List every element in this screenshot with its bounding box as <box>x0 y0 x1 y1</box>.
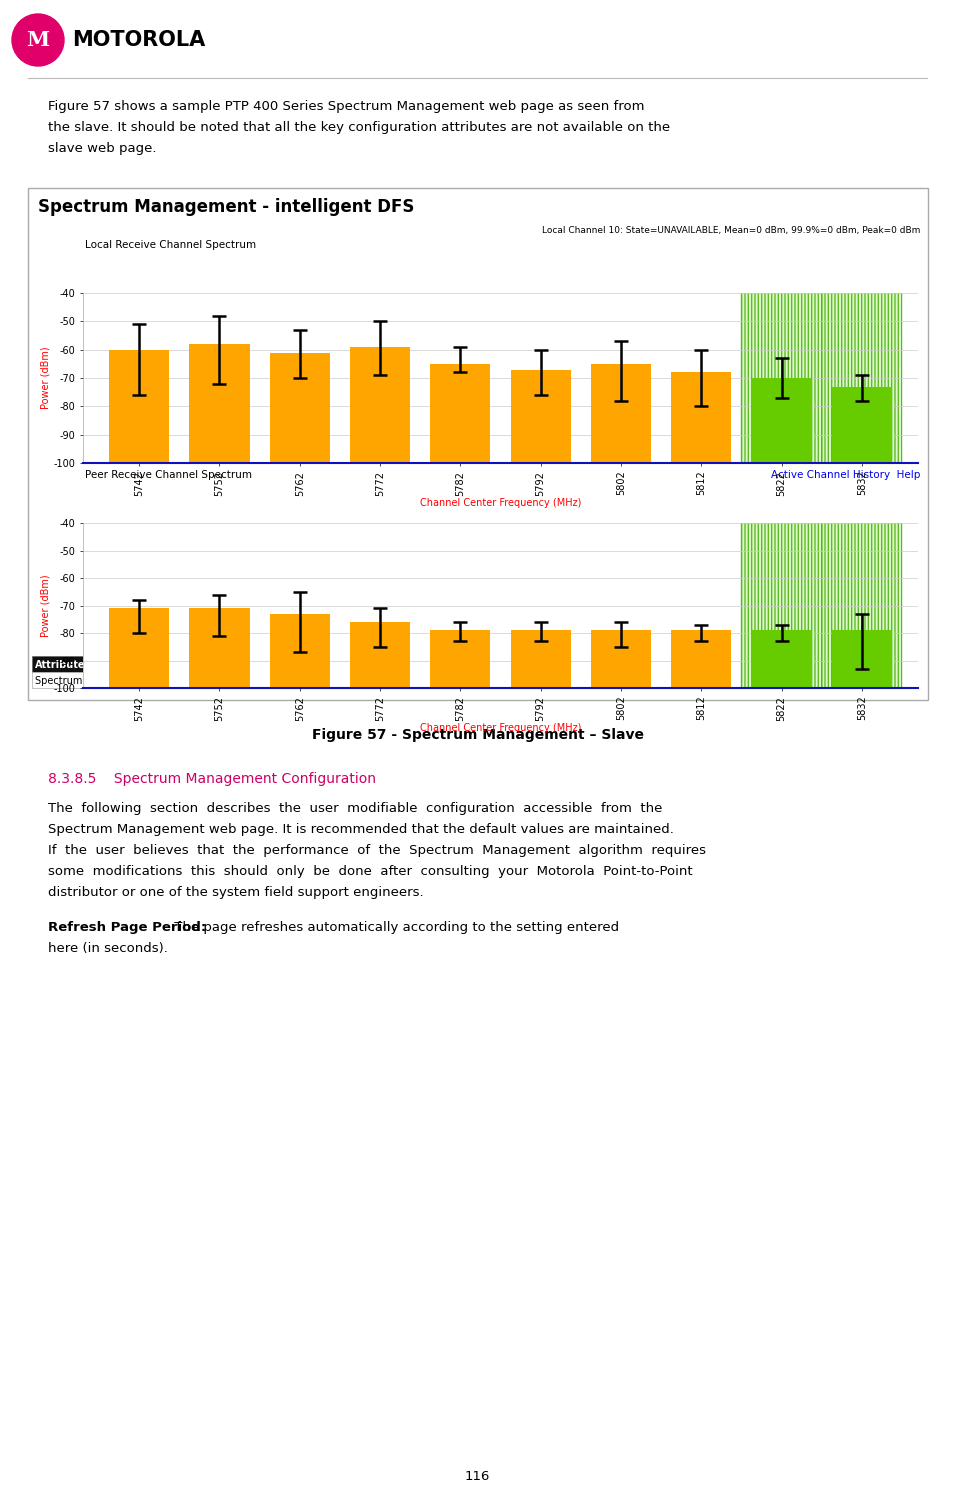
Bar <box>821 293 902 463</box>
Bar <box>821 293 902 463</box>
Bar <box>741 523 821 689</box>
Bar <box>591 365 651 463</box>
Text: here (in seconds).: here (in seconds). <box>48 943 168 955</box>
Bar <box>260 672 312 689</box>
Text: If  the  user  believes  that  the  performance  of  the  Spectrum  Management  : If the user believes that the performanc… <box>48 844 706 858</box>
Text: Local Receive Channel Spectrum: Local Receive Channel Spectrum <box>85 241 256 249</box>
Text: Local Channel 10: State=UNAVAILABLE, Mean=0 dBm, 99.9%=0 dBm, Peak=0 dBm: Local Channel 10: State=UNAVAILABLE, Mea… <box>541 226 920 235</box>
Text: Units: Units <box>564 660 593 669</box>
Bar <box>350 347 411 463</box>
Bar <box>189 608 249 689</box>
Bar <box>511 630 571 689</box>
Bar <box>516 672 576 687</box>
Bar <box>431 630 491 689</box>
Text: Active Channel History  Help: Active Channel History Help <box>771 471 920 480</box>
Text: Spectrum Management Page Refresh Period: Spectrum Management Page Refresh Period <box>35 675 250 686</box>
Bar <box>109 350 169 463</box>
Bar <box>671 630 732 689</box>
Bar <box>741 293 821 463</box>
Bar <box>28 188 928 701</box>
X-axis label: Channel Center Frequency (MHz): Channel Center Frequency (MHz) <box>420 723 582 734</box>
Text: M: M <box>27 30 50 49</box>
Bar <box>511 369 571 463</box>
Text: some  modifications  this  should  only  be  done  after  consulting  your  Moto: some modifications this should only be d… <box>48 865 692 878</box>
Bar <box>741 293 821 463</box>
Text: Figure 57 - Spectrum Management – Slave: Figure 57 - Spectrum Management – Slave <box>311 728 644 743</box>
Text: distributor or one of the system field support engineers.: distributor or one of the system field s… <box>48 886 424 899</box>
Bar <box>741 523 821 689</box>
Bar <box>269 614 329 689</box>
Text: Seconds: Seconds <box>315 675 356 686</box>
Text: Peer Receive Channel Spectrum: Peer Receive Channel Spectrum <box>85 471 252 480</box>
Bar <box>377 672 510 687</box>
Bar <box>189 344 249 463</box>
Text: 8.3.8.5    Spectrum Management Configuration: 8.3.8.5 Spectrum Management Configuratio… <box>48 772 376 786</box>
Text: slave web page.: slave web page. <box>48 142 157 155</box>
Bar <box>312 656 364 672</box>
Text: Refresh Page Period:: Refresh Page Period: <box>48 920 206 934</box>
Text: Value: Value <box>514 660 544 669</box>
Bar <box>821 523 902 689</box>
Bar <box>260 656 312 672</box>
Bar <box>561 656 611 672</box>
Bar <box>511 656 561 672</box>
Bar <box>312 672 364 689</box>
Y-axis label: Power (dBm): Power (dBm) <box>41 574 51 636</box>
Text: Spectrum Management - intelligent DFS: Spectrum Management - intelligent DFS <box>38 199 414 217</box>
Bar <box>591 630 651 689</box>
Text: MOTOROLA: MOTOROLA <box>72 30 205 49</box>
Text: Reset form: Reset form <box>521 677 571 686</box>
Bar <box>752 378 812 463</box>
Text: the slave. It should be noted that all the key configuration attributes are not : the slave. It should be noted that all t… <box>48 121 670 134</box>
Text: The  following  section  describes  the  user  modifiable  configuration  access: The following section describes the user… <box>48 802 663 816</box>
Text: Value: Value <box>263 660 293 669</box>
Text: Figure 57 shows a sample PTP 400 Series Spectrum Management web page as seen fro: Figure 57 shows a sample PTP 400 Series … <box>48 100 645 114</box>
Bar <box>350 622 411 689</box>
Bar <box>431 365 491 463</box>
Bar <box>32 672 260 689</box>
X-axis label: Channel Center Frequency (MHz): Channel Center Frequency (MHz) <box>420 499 582 508</box>
Bar <box>109 608 169 689</box>
Text: Attributes: Attributes <box>379 660 435 669</box>
Bar <box>821 523 902 689</box>
Bar <box>376 656 511 672</box>
Bar <box>671 372 732 463</box>
Bar <box>832 387 892 463</box>
Text: Units: Units <box>315 660 344 669</box>
Text: Spectrum Management web page. It is recommended that the default values are main: Spectrum Management web page. It is reco… <box>48 823 674 837</box>
Text: 3600: 3600 <box>263 675 287 686</box>
Bar <box>32 656 260 672</box>
Bar <box>269 353 329 463</box>
Y-axis label: Power (dBm): Power (dBm) <box>41 347 51 409</box>
Text: Submit configuration changes: Submit configuration changes <box>375 677 512 686</box>
Circle shape <box>12 13 64 66</box>
Bar <box>752 630 812 689</box>
Text: 116: 116 <box>465 1470 490 1484</box>
Bar <box>832 630 892 689</box>
Text: The page refreshes automatically according to the setting entered: The page refreshes automatically accordi… <box>170 920 619 934</box>
Text: Attributes: Attributes <box>35 660 92 669</box>
